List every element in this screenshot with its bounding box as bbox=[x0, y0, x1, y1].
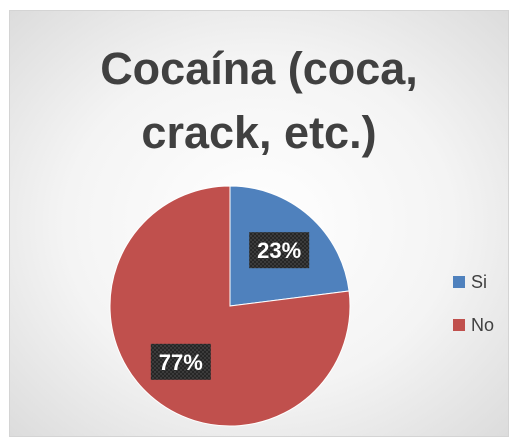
legend-label-si: Si bbox=[471, 271, 488, 292]
data-label-no: 77% bbox=[159, 350, 203, 375]
legend: Si No bbox=[453, 270, 494, 356]
data-label-si: 23% bbox=[257, 238, 301, 263]
pie-chart: 23% 77% bbox=[109, 185, 351, 427]
legend-swatch-si bbox=[453, 276, 465, 288]
data-label-box-si bbox=[249, 232, 310, 269]
data-label-box-no bbox=[150, 343, 211, 380]
legend-item-no: No bbox=[453, 313, 494, 337]
chart-title: Cocaína (coca, crack, etc.) bbox=[100, 43, 418, 158]
legend-item-si: Si bbox=[453, 270, 494, 294]
legend-label-no: No bbox=[471, 314, 495, 335]
chart-area: Cocaína (coca, crack, etc.) 23% 77% Si No bbox=[9, 10, 509, 437]
legend-swatch-no bbox=[453, 319, 465, 331]
